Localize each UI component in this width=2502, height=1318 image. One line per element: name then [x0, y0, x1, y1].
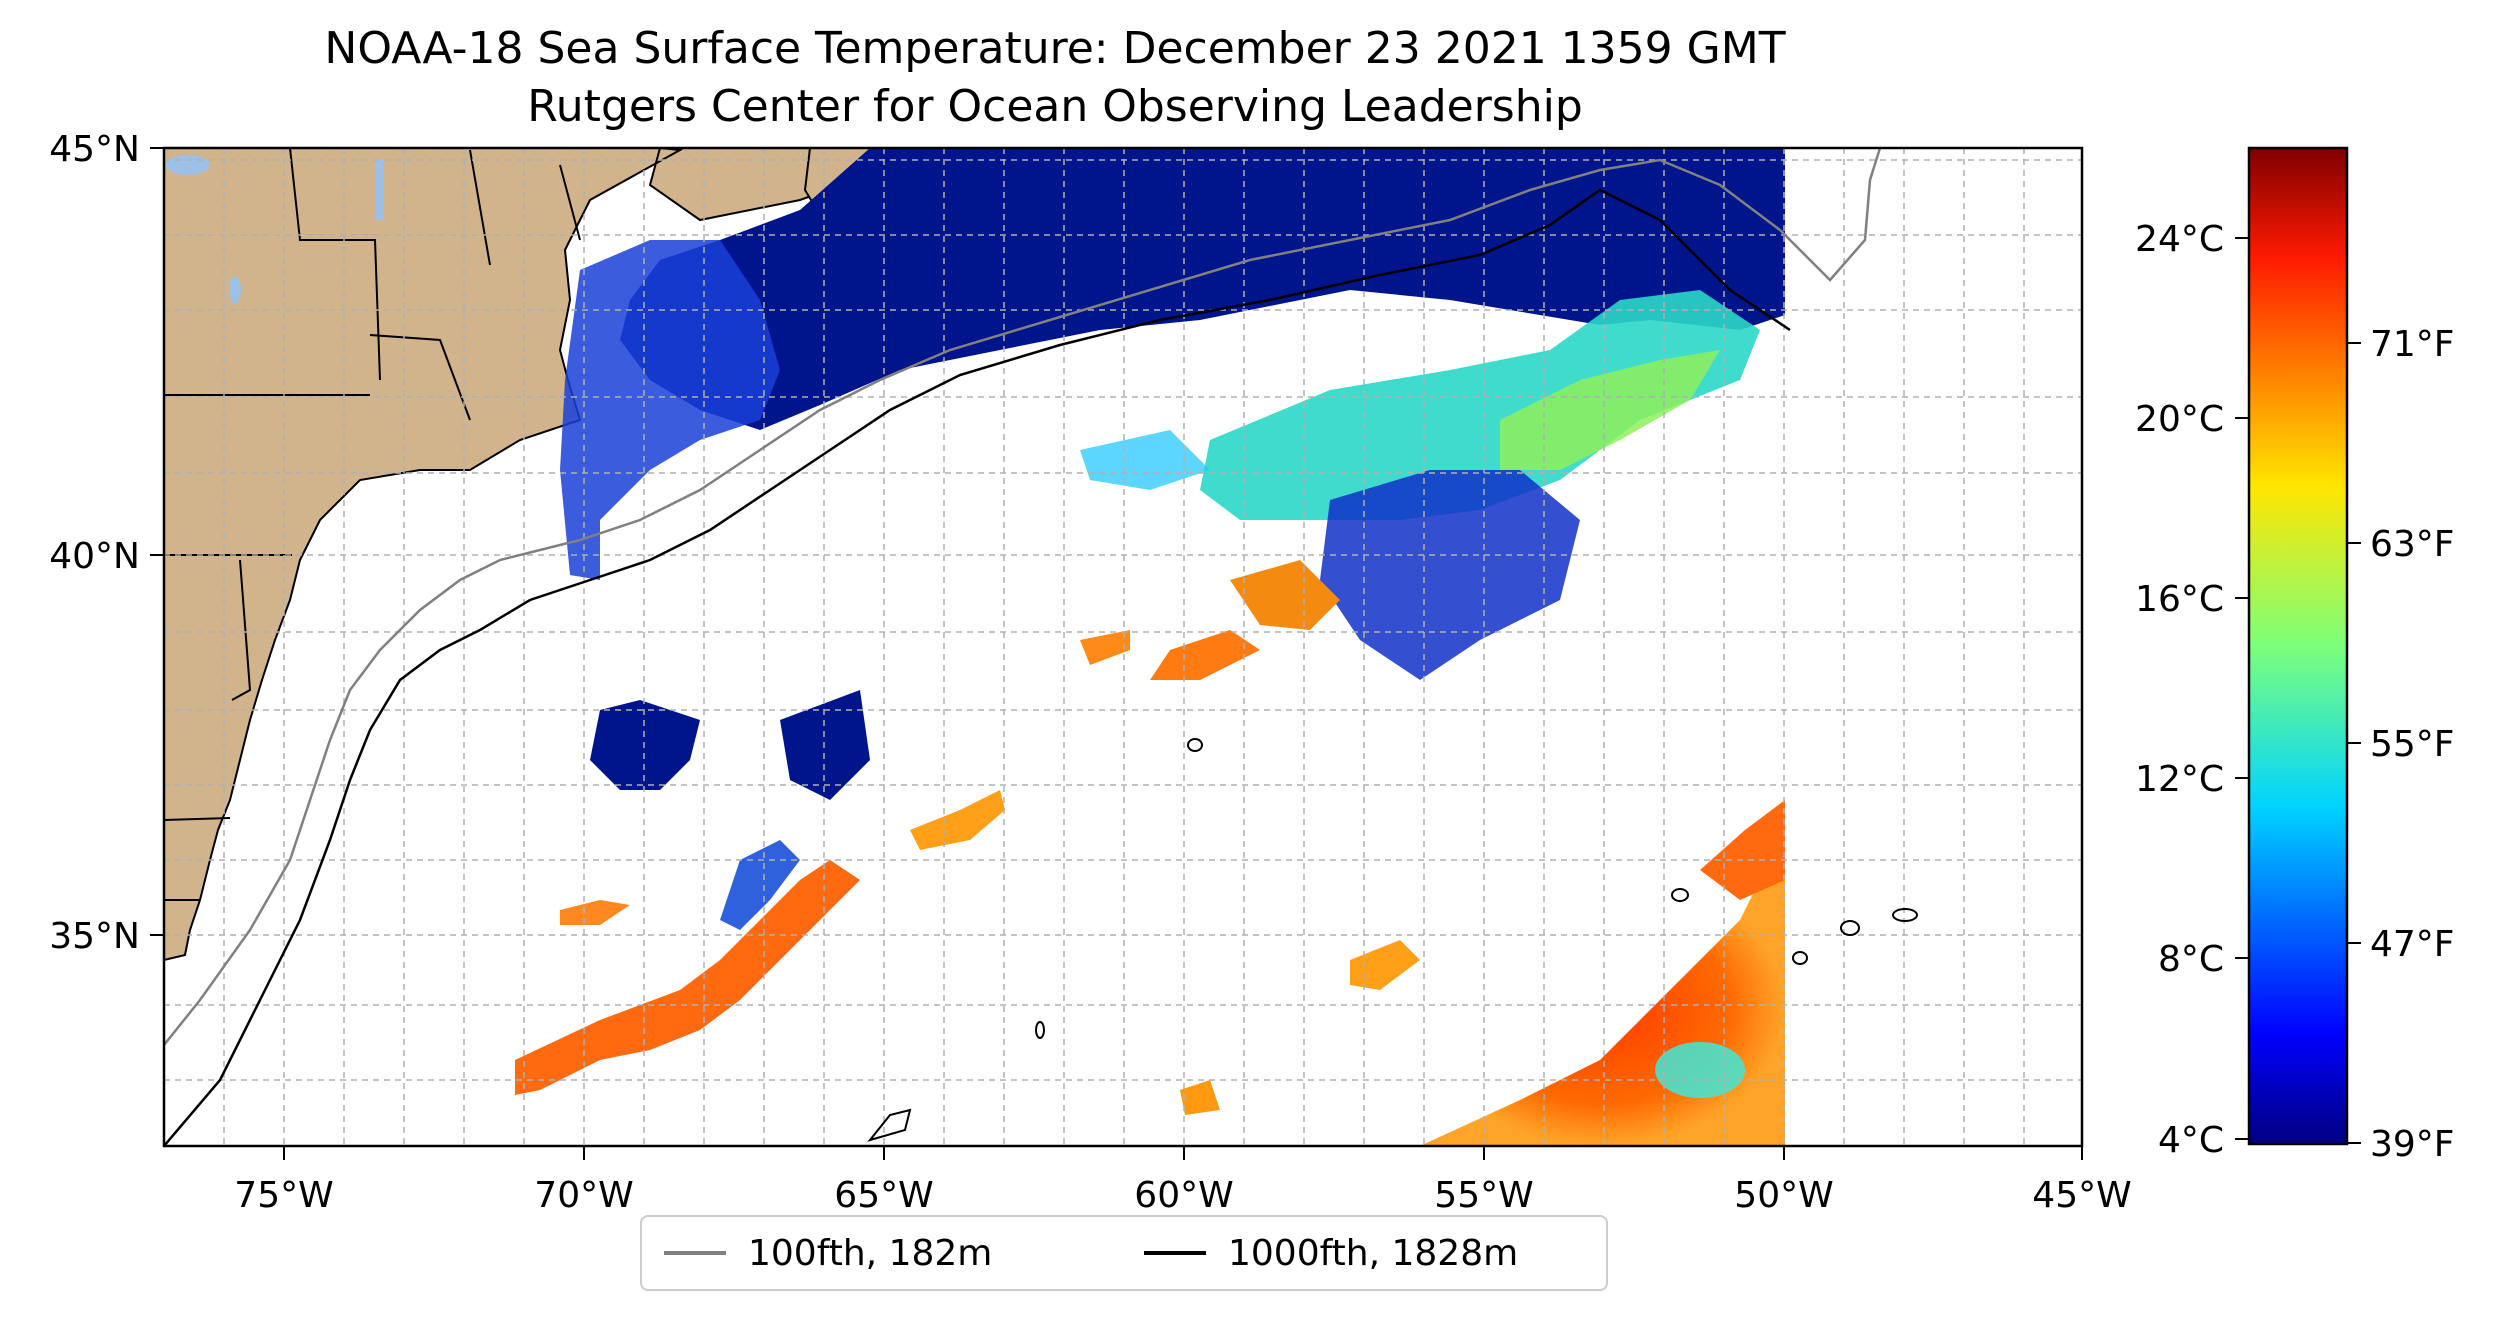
seamount-contour	[1840, 920, 1860, 936]
seamount-contour	[1892, 908, 1918, 922]
lake	[166, 155, 210, 175]
colorbar-celsius-label: 24°C	[2135, 219, 2224, 260]
sst-warm-patch	[1350, 940, 1420, 990]
colorbar-celsius-label: 20°C	[2135, 399, 2224, 440]
seamount-contour	[1187, 738, 1203, 752]
legend-line-gray-icon	[664, 1251, 726, 1255]
map-area	[164, 148, 2082, 1146]
colorbar-fahrenheit-label: 63°F	[2370, 524, 2455, 565]
lake	[229, 276, 241, 304]
sst-warm-streak	[515, 860, 860, 1095]
sst-warm-patch	[1180, 1080, 1220, 1115]
legend-line-black-icon	[1144, 1251, 1206, 1255]
lat-tick-label: 40°N	[49, 536, 140, 577]
colorbar-fahrenheit-label: 39°F	[2370, 1124, 2455, 1165]
colorbar-fahrenheit-label: 47°F	[2370, 924, 2455, 965]
sst-cool-patch	[720, 840, 800, 930]
lat-tick-label: 35°N	[49, 916, 140, 957]
lon-tick-label: 50°W	[1734, 1175, 1833, 1216]
sst-data-layer	[515, 148, 1785, 1146]
contour-100fth	[164, 148, 1882, 1046]
legend-label: 100fth, 182m	[748, 1232, 993, 1274]
colorbar-celsius-label: 16°C	[2135, 579, 2224, 620]
sst-warm-streak	[560, 900, 630, 925]
sst-mild-patch	[1655, 1042, 1745, 1098]
lon-axis	[283, 1146, 2083, 1160]
sst-warm-region	[1700, 800, 1785, 900]
legend-item-100fth: 100fth, 182m	[664, 1217, 992, 1289]
map-frame	[162, 146, 2084, 1148]
seamount-contour	[1671, 888, 1689, 902]
sst-mild-region	[1080, 430, 1210, 490]
lon-tick-label: 65°W	[834, 1175, 933, 1216]
colorbar-fahrenheit-label: 55°F	[2370, 724, 2455, 765]
contour-1000fth	[164, 188, 1791, 1146]
sst-cold-region	[620, 148, 1785, 430]
sst-cool-patch	[780, 690, 870, 800]
sst-warm-patch	[1230, 560, 1340, 630]
seamount-contour	[1792, 951, 1808, 965]
legend-item-1000fth: 1000fth, 1828m	[1144, 1217, 1518, 1289]
land-mass	[164, 148, 1051, 962]
seamount-contour	[867, 1108, 912, 1142]
colorbar-ticks	[2235, 237, 2361, 1144]
lon-tick-label: 60°W	[1134, 1175, 1233, 1216]
sst-cold-region	[560, 240, 780, 580]
lon-tick-label: 75°W	[234, 1175, 333, 1216]
colorbar-celsius-label: 4°C	[2158, 1120, 2224, 1161]
legend-label: 1000fth, 1828m	[1228, 1232, 1519, 1274]
lat-tick-label: 45°N	[49, 129, 140, 170]
state-borders	[164, 148, 581, 901]
lake	[375, 160, 383, 220]
colorbar-celsius-label: 8°C	[2158, 939, 2224, 980]
sst-warm-patch	[1150, 630, 1260, 680]
map-gridlines	[164, 148, 2082, 1146]
sst-cool-patch	[590, 700, 700, 790]
colorbar-celsius-label: 12°C	[2135, 759, 2224, 800]
chart-subtitle: Rutgers Center for Ocean Observing Leade…	[527, 81, 1583, 132]
lat-axis	[150, 147, 164, 936]
lon-tick-label: 70°W	[534, 1175, 633, 1216]
legend: 100fth, 182m 1000fth, 1828m	[640, 1215, 1608, 1291]
seamount-contour	[1035, 1021, 1045, 1039]
colorbar-fahrenheit-label: 71°F	[2370, 324, 2455, 365]
colorbar	[2247, 146, 2349, 1146]
lon-tick-label: 55°W	[1434, 1175, 1533, 1216]
lon-tick-label: 45°W	[2032, 1175, 2131, 1216]
sst-cool-patch	[1320, 470, 1580, 680]
sst-mild-region	[1200, 290, 1760, 520]
sst-warm-streak	[910, 790, 1005, 850]
chart-title: NOAA-18 Sea Surface Temperature: Decembe…	[324, 23, 1786, 74]
sst-warm-patch	[1080, 630, 1130, 665]
sst-mild-region	[1500, 350, 1720, 470]
